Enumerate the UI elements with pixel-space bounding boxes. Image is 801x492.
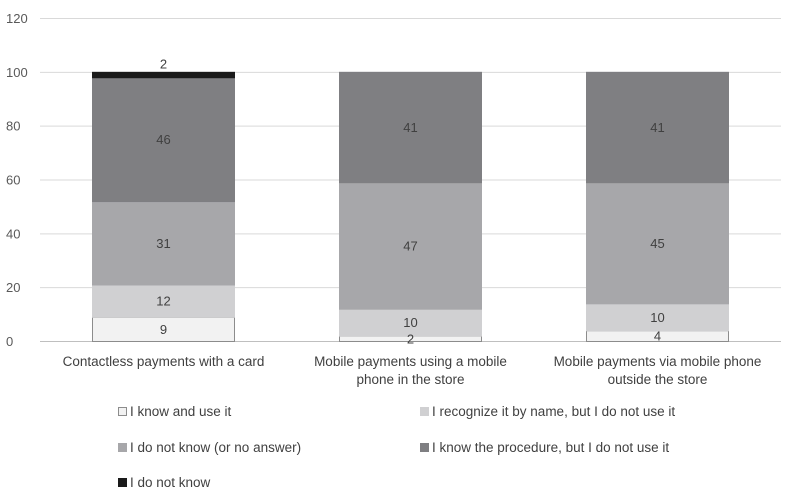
bar-segment (339, 71, 482, 184)
data-label: 31 (156, 236, 170, 251)
data-label: 2 (407, 331, 414, 346)
legend-label: I know and use it (130, 404, 232, 419)
data-label: 41 (650, 120, 664, 135)
legend-label: I do not know (130, 475, 211, 490)
x-axis: Contactless payments with a card Mobile p… (63, 354, 762, 387)
data-label: 2 (160, 56, 167, 71)
bar-segment (586, 71, 729, 184)
y-tick-label: 0 (6, 334, 13, 349)
bar-segment (92, 284, 235, 318)
legend-swatch-know-procedure (420, 443, 429, 452)
y-tick-label: 100 (6, 65, 28, 80)
x-tick-label: Contactless payments with a card (63, 354, 265, 369)
legend-swatch-recognize-by-name (420, 407, 429, 416)
data-label: 12 (156, 294, 170, 309)
bar-segment (92, 77, 235, 203)
y-tick-label: 80 (6, 119, 20, 134)
data-label: 10 (403, 315, 417, 330)
bar-segment (92, 71, 235, 79)
bar-segment (339, 308, 482, 337)
data-label: 46 (156, 132, 170, 147)
legend-item-do-not-know-no-answer: I do not know (or no answer) (118, 440, 301, 455)
legend-label: I know the procedure, but I do not use i… (432, 440, 670, 455)
x-tick-label: Mobile payments using a mobile phone in t… (314, 354, 507, 387)
bar-segment (339, 182, 482, 310)
y-tick-label: 20 (6, 280, 20, 295)
bar-segment (92, 201, 235, 286)
data-label: 41 (403, 120, 417, 135)
bar-segment (92, 316, 235, 342)
legend-swatch-know-and-use (118, 407, 127, 416)
y-tick-label: 60 (6, 173, 20, 188)
legend-label: I recognize it by name, but I do not use… (432, 404, 676, 419)
x-tick-label: Mobile payments via mobile phone outside … (554, 354, 762, 387)
data-label: 47 (403, 238, 417, 253)
bar-segment (586, 182, 729, 305)
bars (92, 71, 729, 343)
legend-item-know-procedure: I know the procedure, but I do not use i… (420, 440, 669, 455)
data-label: 45 (650, 236, 664, 251)
data-label: 4 (654, 329, 661, 344)
legend-item-know-and-use: I know and use it (118, 404, 231, 419)
legend-swatch-do-not-know-no-answer (118, 443, 127, 452)
data-label: 9 (160, 322, 167, 337)
y-tick-label: 120 (6, 11, 28, 26)
data-label: 10 (650, 310, 664, 325)
legend-item-do-not-know: I do not know (118, 475, 210, 490)
y-axis: 0 20 40 60 80 100 120 (6, 11, 28, 349)
legend-label: I do not know (or no answer) (130, 440, 302, 455)
legend-item-recognize-by-name: I recognize it by name, but I do not use… (420, 404, 675, 419)
y-tick-label: 40 (6, 226, 20, 241)
legend-swatch-do-not-know (118, 478, 127, 487)
